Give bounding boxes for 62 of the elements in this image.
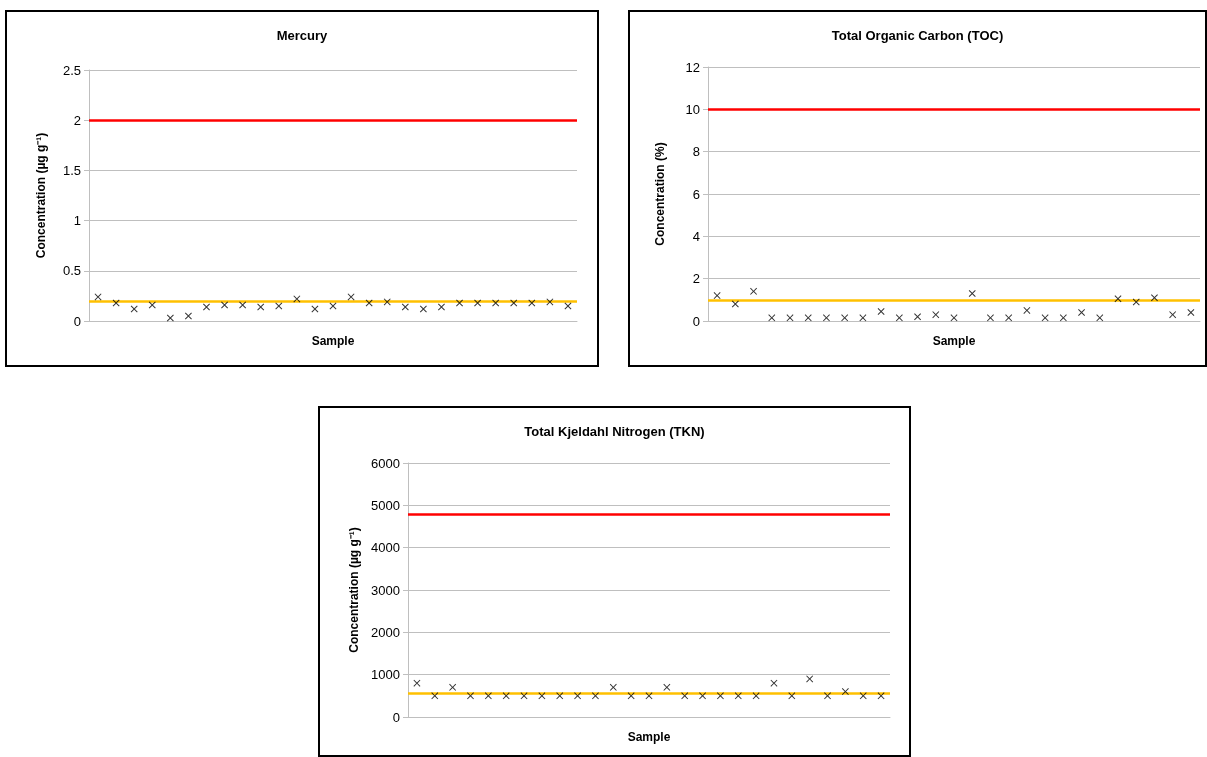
- y-tick-label: 10: [685, 101, 700, 117]
- point: [166, 314, 174, 322]
- point: [239, 301, 247, 309]
- point: [841, 314, 849, 322]
- point: [1169, 311, 1177, 319]
- x-axis-title: Sample: [932, 334, 976, 348]
- point: [895, 314, 903, 322]
- point: [510, 299, 518, 307]
- point: [822, 314, 830, 322]
- y-tick-label: 2000: [371, 624, 400, 640]
- y-tick-label: 1.5: [62, 162, 81, 178]
- chart-title: Total Organic Carbon (TOC): [831, 28, 1004, 43]
- point: [1005, 314, 1013, 322]
- y-tick-label: 6000: [371, 455, 400, 471]
- x-axis-title: Sample: [311, 334, 355, 348]
- point: [148, 301, 156, 309]
- point: [1096, 314, 1104, 322]
- point: [1023, 306, 1031, 314]
- point: [184, 312, 192, 320]
- y-axis-title: Concentration (µg g⁻¹): [347, 527, 362, 653]
- y-axis-title: Concentration (µg g⁻¹): [34, 132, 48, 259]
- point: [401, 303, 409, 311]
- point: [914, 313, 922, 321]
- point: [419, 305, 427, 313]
- point: [1187, 309, 1195, 317]
- point: [877, 307, 885, 315]
- y-tick-label: 4000: [371, 540, 400, 556]
- y-tick-label: 3000: [371, 582, 400, 598]
- y-tick-label: 0: [392, 709, 400, 725]
- point: [731, 300, 739, 308]
- point: [383, 298, 391, 306]
- point: [257, 303, 265, 311]
- y-tick-label: 2: [73, 112, 81, 128]
- y-tick-label: 1: [73, 213, 81, 229]
- point: [968, 289, 976, 297]
- point: [492, 299, 500, 307]
- point: [1059, 314, 1067, 322]
- y-tick-label: 2.5: [62, 62, 81, 78]
- y-tick-label: 8: [692, 144, 700, 160]
- y-tick-label: 6: [692, 186, 700, 202]
- y-tick-label: 5000: [371, 497, 400, 513]
- y-tick-label: 2: [692, 271, 700, 287]
- x-axis-title: Sample: [627, 730, 671, 744]
- y-tick-label: 0.5: [62, 263, 81, 279]
- point: [437, 303, 445, 311]
- point: [713, 292, 721, 300]
- chart-title: Total Kjeldahl Nitrogen (TKN): [524, 424, 705, 439]
- point: [804, 314, 812, 322]
- y-tick-label: 1000: [371, 667, 400, 683]
- y-axis-title: Concentration (%): [653, 142, 667, 246]
- point: [986, 314, 994, 322]
- point: [932, 311, 940, 319]
- chart-title: Mercury: [276, 28, 329, 43]
- y-tick-label: 0: [692, 313, 700, 329]
- point: [768, 314, 776, 322]
- y-tick-label: 0: [73, 313, 81, 329]
- point: [474, 299, 482, 307]
- point: [456, 299, 464, 307]
- y-tick-label: 12: [685, 59, 700, 75]
- y-tick-label: 4: [692, 228, 700, 244]
- point: [202, 303, 210, 311]
- point: [221, 301, 229, 309]
